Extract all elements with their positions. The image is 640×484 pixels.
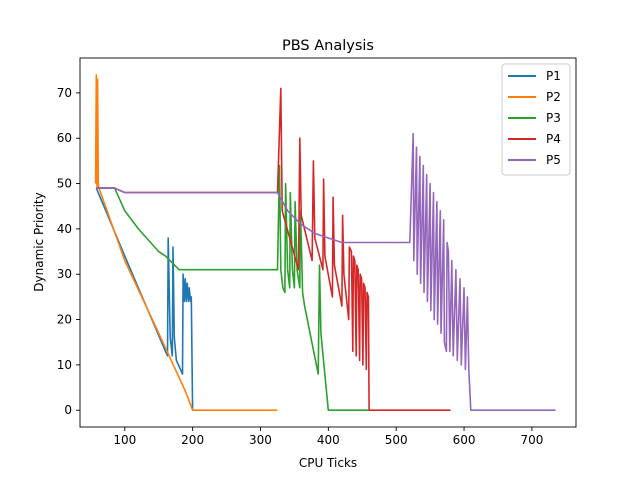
x-tick-label: 300	[249, 433, 272, 447]
legend-box	[501, 63, 571, 176]
x-tick-label: 600	[453, 433, 476, 447]
legend-label-p5: P5	[546, 153, 561, 167]
legend-label-p4: P4	[546, 132, 561, 146]
chart-title: PBS Analysis	[282, 38, 374, 54]
y-tick-label: 20	[57, 313, 72, 327]
series-lines	[94, 74, 556, 411]
x-tick-label: 200	[181, 433, 204, 447]
y-tick-label: 10	[57, 358, 72, 372]
legend-label-p1: P1	[546, 69, 561, 83]
x-tick-label: 500	[385, 433, 408, 447]
x-tick-label: 400	[317, 433, 340, 447]
y-tick-label: 40	[57, 222, 72, 236]
y-tick-label: 50	[57, 177, 72, 191]
y-tick-label: 70	[57, 86, 72, 100]
x-tick-label: 700	[520, 433, 543, 447]
axes: 100 200 300 400 500 600 700 0 10 20 30 40 50 60 70	[57, 57, 577, 447]
y-axis-label: Dynamic Priority	[32, 192, 46, 291]
y-tick-label: 60	[57, 131, 72, 145]
legend-label-p3: P3	[546, 111, 561, 125]
series-line-p5	[96, 132, 556, 411]
x-tick-label: 100	[113, 433, 136, 447]
series-line-p4	[96, 87, 451, 411]
y-tick-label: 30	[57, 267, 72, 281]
series-line-p1	[95, 187, 194, 411]
y-tick-label: 0	[64, 403, 72, 417]
x-axis-label: CPU Ticks	[299, 456, 357, 470]
series-line-p3	[96, 164, 370, 411]
legend-label-p2: P2	[546, 90, 561, 104]
legend: P1 P2 P3 P4 P5	[501, 63, 571, 176]
